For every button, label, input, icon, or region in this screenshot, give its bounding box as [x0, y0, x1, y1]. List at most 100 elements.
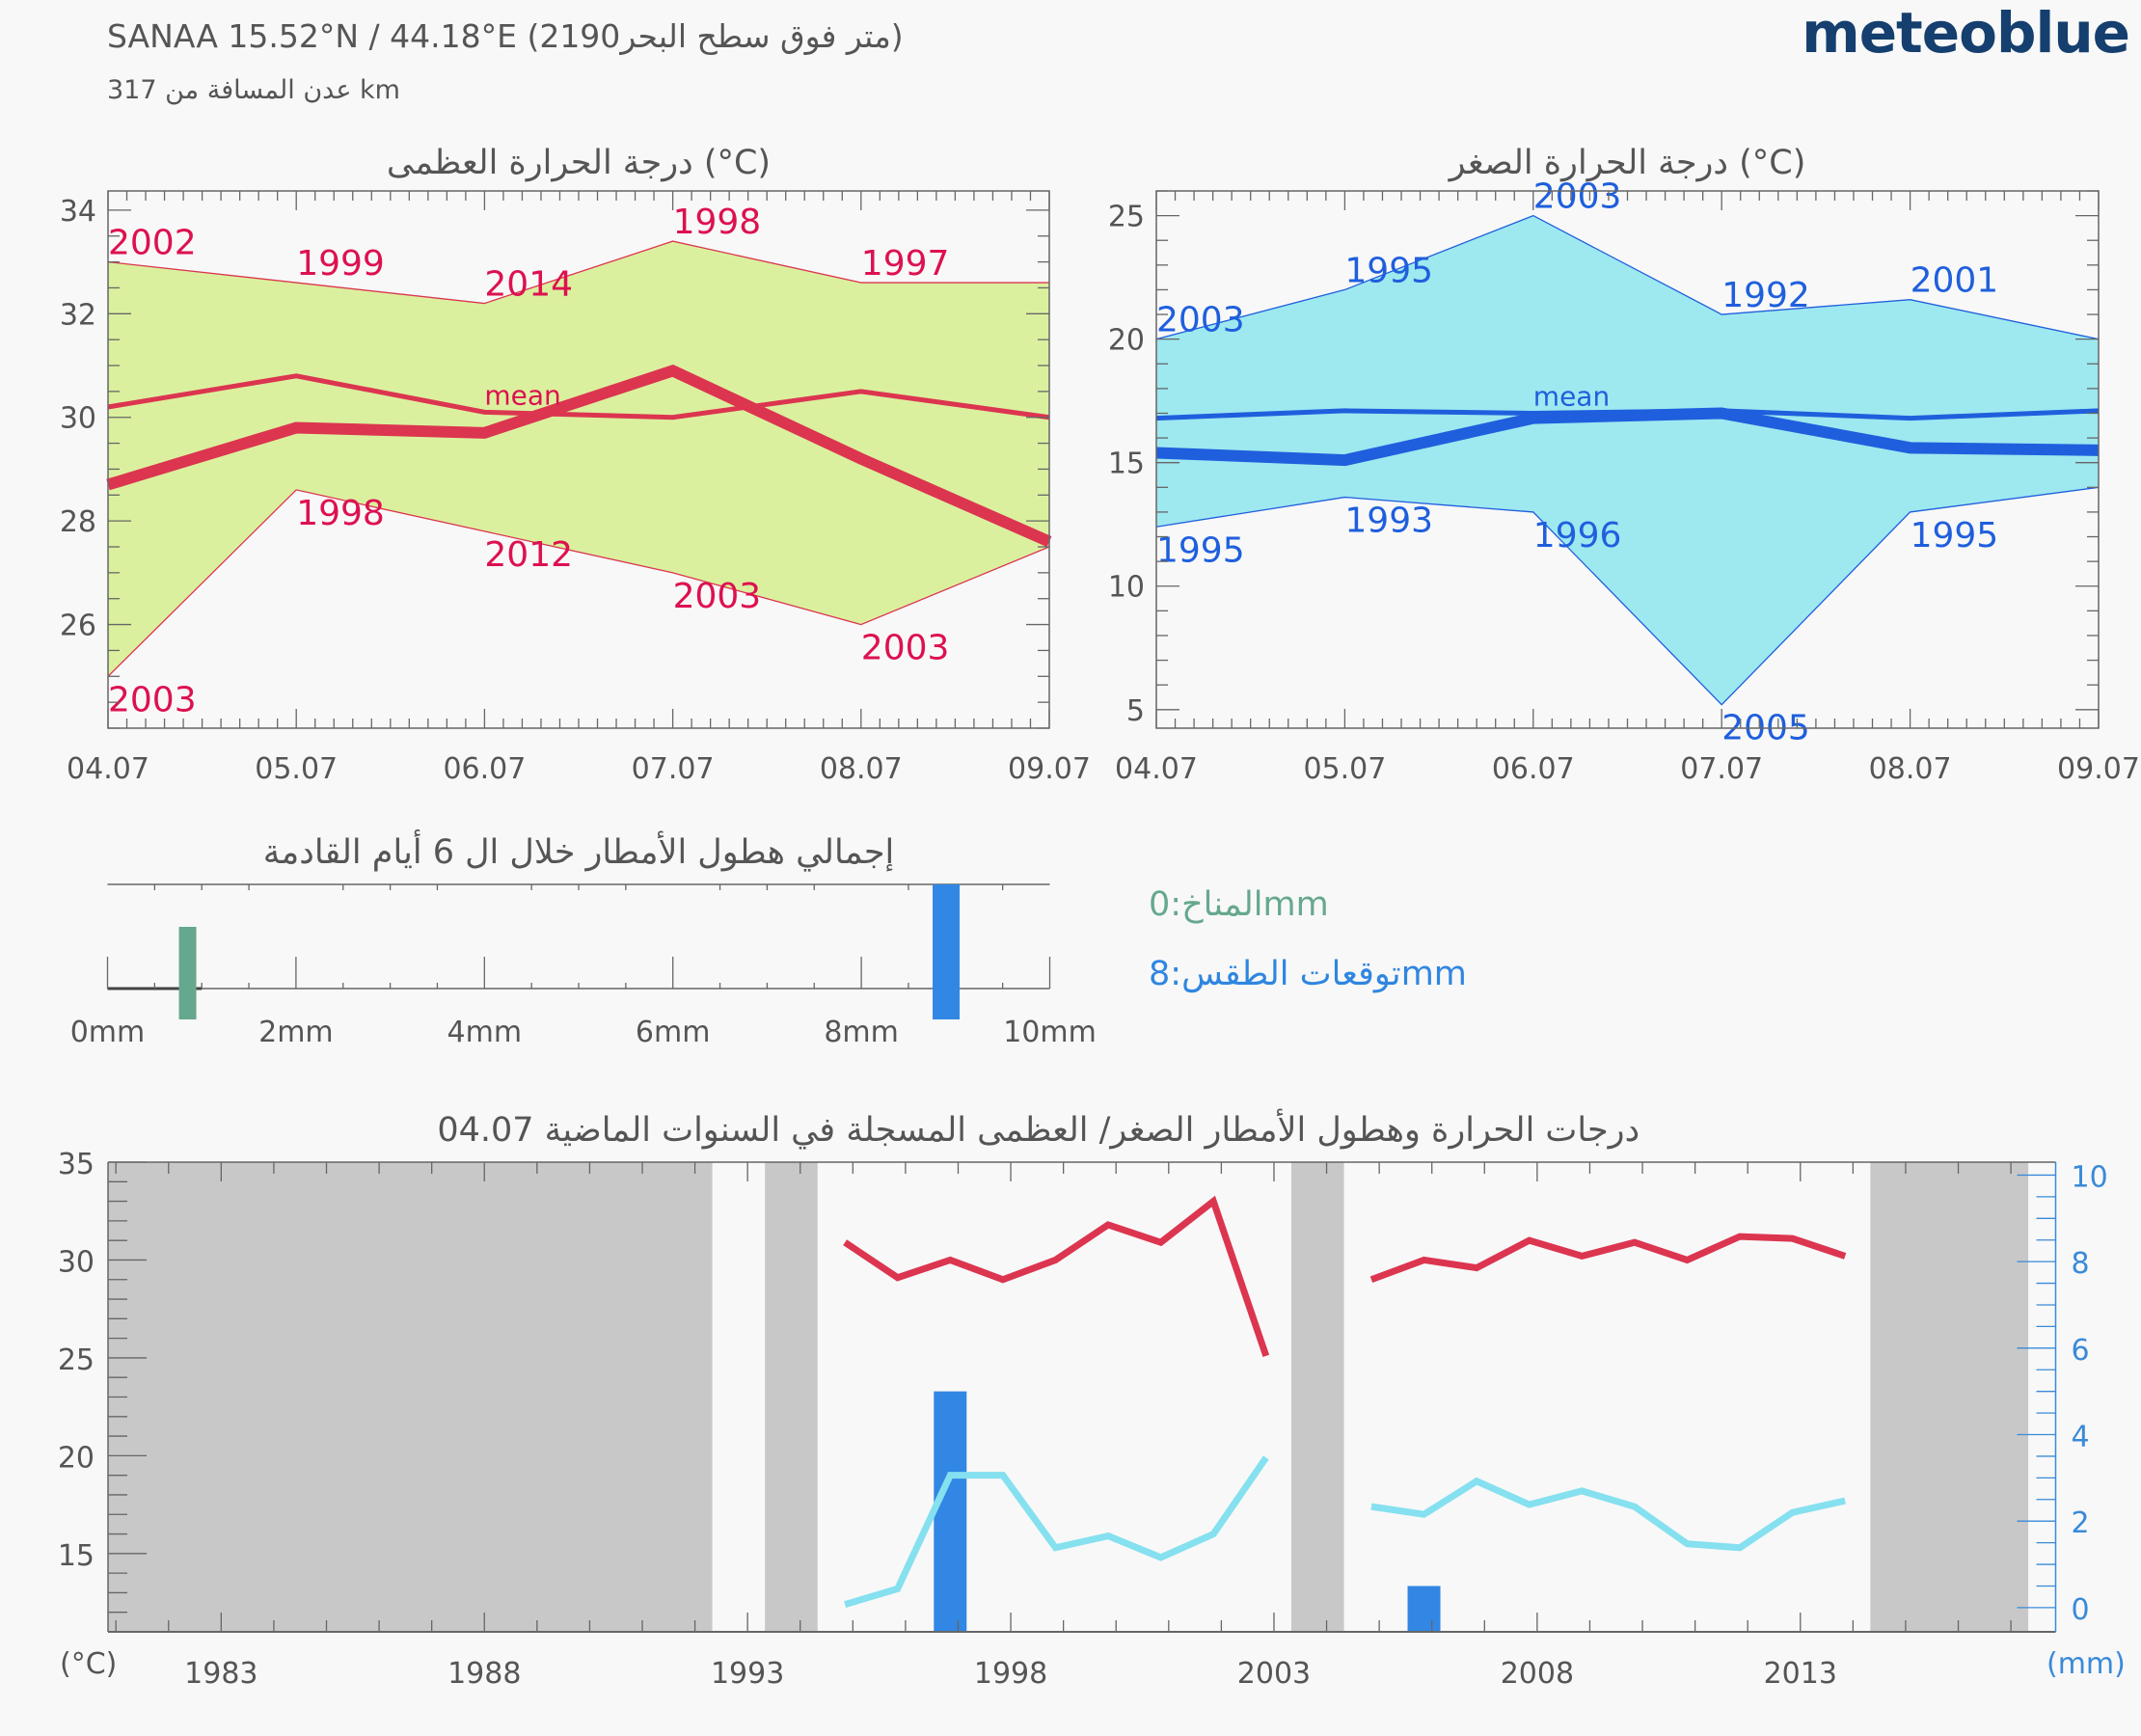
history-precip-bar	[1407, 1586, 1441, 1632]
history-right-y-label: 6	[2072, 1334, 2090, 1368]
history-tmax-line	[843, 1195, 1270, 1358]
history-x-label: 2003	[1237, 1657, 1311, 1691]
max-temp-y-label: 32	[60, 298, 96, 332]
max-temp-record-max-year-label: 1997	[861, 244, 950, 284]
min-temp-x-label: 07.07	[1680, 752, 1763, 786]
max-temp-record-min-year-label: 2003	[108, 680, 197, 719]
legend-climate: المناخ:0mm	[1114, 885, 1329, 924]
max-temp-record-max-year-label: 2002	[108, 224, 197, 263]
max-temp-record-max-line	[107, 240, 1049, 305]
history-tmax-line	[1369, 1233, 1847, 1284]
max-temp-record-min-year-label: 2003	[861, 629, 950, 668]
max-temp-x-label: 06.07	[443, 752, 526, 786]
min-temp-x-label: 08.07	[1869, 752, 1952, 786]
min-temp-record-max-line	[1155, 214, 2100, 340]
max-temp-record-max-year-label: 1998	[673, 203, 762, 242]
max-temp-chart: درجة الحرارة العظمى (°C) 2002 1999 2014 1998…	[60, 144, 1091, 786]
min-temp-record-min-year-label: 1995	[1156, 530, 1245, 570]
precip-title: إجمالي هطول الأمطار خلال ال 6 أيام القاد…	[263, 829, 894, 872]
history-left-unit: (°C)	[60, 1647, 117, 1681]
precip-x-label: 4mm	[447, 1016, 523, 1049]
max-temp-x-label: 04.07	[67, 752, 149, 786]
min-temp-record-max-year-label: 2003	[1156, 301, 1245, 340]
legend-forecast: توقعات الطقس:8mm	[1114, 955, 1467, 993]
precip-chart: إجمالي هطول الأمطار خلال ال 6 أيام القاد…	[70, 829, 1097, 1049]
history-right-y-label: 8	[2072, 1247, 2090, 1281]
precip-climate-bar	[178, 927, 197, 1019]
history-x-label: 1988	[447, 1657, 521, 1691]
max-temp-x-label: 05.07	[255, 752, 338, 786]
min-temp-forecast-line	[1155, 407, 2100, 467]
meteoblue-logo[interactable]: meteoblue	[1802, 0, 2130, 66]
min-temp-record-band	[1156, 215, 2099, 705]
min-temp-record-min-year-label: 1996	[1533, 516, 1622, 556]
min-temp-y-label: 25	[1108, 201, 1145, 234]
min-temp-record-min-year-label: 1993	[1344, 502, 1433, 541]
max-temp-y-label: 28	[60, 505, 96, 539]
min-temp-x-label: 06.07	[1492, 752, 1575, 786]
missing-data-region	[1870, 1162, 2029, 1632]
history-title: 04.07 درجات الحرارة وهطول الأمطار الصغر/…	[437, 1108, 1640, 1150]
history-x-label: 1998	[974, 1657, 1047, 1691]
max-temp-record-min-year-label: 2012	[484, 535, 573, 575]
history-right-unit: (mm)	[2046, 1647, 2126, 1681]
min-temp-record-max-year-label: 2003	[1533, 177, 1622, 217]
history-right-y-label: 4	[2072, 1421, 2090, 1454]
history-left-y-label: 20	[58, 1441, 95, 1475]
min-temp-record-min-line	[1155, 486, 2100, 706]
precip-x-label: 2mm	[258, 1016, 334, 1049]
max-temp-y-label: 26	[60, 610, 96, 643]
history-tmin-line	[1370, 1477, 1846, 1552]
history-left-y-label: 15	[58, 1539, 95, 1573]
max-temp-record-band	[108, 241, 1049, 677]
min-temp-x-label: 09.07	[2057, 752, 2140, 786]
history-left-y-label: 25	[58, 1343, 95, 1377]
max-temp-title: درجة الحرارة العظمى (°C)	[387, 144, 771, 182]
min-temp-x-label: 04.07	[1115, 752, 1198, 786]
max-temp-x-label: 07.07	[632, 752, 715, 786]
missing-data-region	[765, 1162, 818, 1632]
history-tmin-line	[844, 1455, 1269, 1608]
history-right-y-label: 2	[2072, 1506, 2090, 1540]
history-right-y-label: 10	[2072, 1160, 2108, 1194]
max-temp-record-min-year-label: 2003	[673, 577, 762, 616]
min-temp-record-max-year-label: 1992	[1721, 276, 1810, 315]
history-left-y-label: 35	[58, 1148, 95, 1181]
legend-forecast-label: توقعات الطقس:	[1170, 955, 1401, 993]
max-temp-record-min-year-label: 1998	[296, 494, 385, 533]
history-left-y-label: 30	[58, 1245, 95, 1279]
history-precip-bar	[934, 1391, 967, 1632]
min-temp-mean-label: mean	[1533, 380, 1610, 412]
max-temp-mean-label: mean	[484, 379, 560, 411]
min-temp-y-label: 15	[1108, 448, 1145, 481]
min-temp-title: درجة الحرارة الصغر (°C)	[1448, 144, 1806, 182]
max-temp-forecast-line	[106, 364, 1052, 548]
history-x-label: 1993	[711, 1657, 784, 1691]
missing-data-region	[1290, 1162, 1344, 1632]
history-right-y-label: 0	[2072, 1593, 2090, 1627]
min-temp-y-label: 5	[1126, 694, 1145, 728]
max-temp-x-label: 08.07	[820, 752, 903, 786]
distance-subtitle: عدن المسافة من 317 km	[107, 75, 400, 105]
max-temp-record-min-line	[107, 489, 1050, 677]
max-temp-record-max-year-label: 1999	[296, 244, 385, 284]
legend-climate-label: المناخ:	[1170, 885, 1263, 924]
max-temp-mean-line	[107, 373, 1050, 420]
precip-x-label: 6mm	[636, 1016, 711, 1049]
location-title: SANAA 15.52°N / 44.18°E (2190متر فوق سطح…	[107, 17, 904, 55]
missing-data-region	[108, 1162, 713, 1632]
max-temp-y-label: 34	[60, 195, 96, 229]
max-temp-record-max-year-label: 2014	[484, 265, 573, 305]
history-x-label: 1983	[184, 1657, 257, 1691]
precip-x-label: 8mm	[824, 1016, 899, 1049]
min-temp-y-label: 20	[1108, 324, 1145, 358]
history-x-label: 2013	[1764, 1657, 1837, 1691]
legend-climate-value: 0mm	[1149, 885, 1329, 924]
min-temp-record-min-year-label: 1995	[1911, 516, 1999, 556]
min-temp-record-max-year-label: 1995	[1344, 251, 1433, 290]
precip-x-label: 10mm	[1003, 1016, 1097, 1049]
legend-forecast-value: 8mm	[1149, 955, 1467, 993]
precip-forecast-bar	[933, 884, 961, 1019]
